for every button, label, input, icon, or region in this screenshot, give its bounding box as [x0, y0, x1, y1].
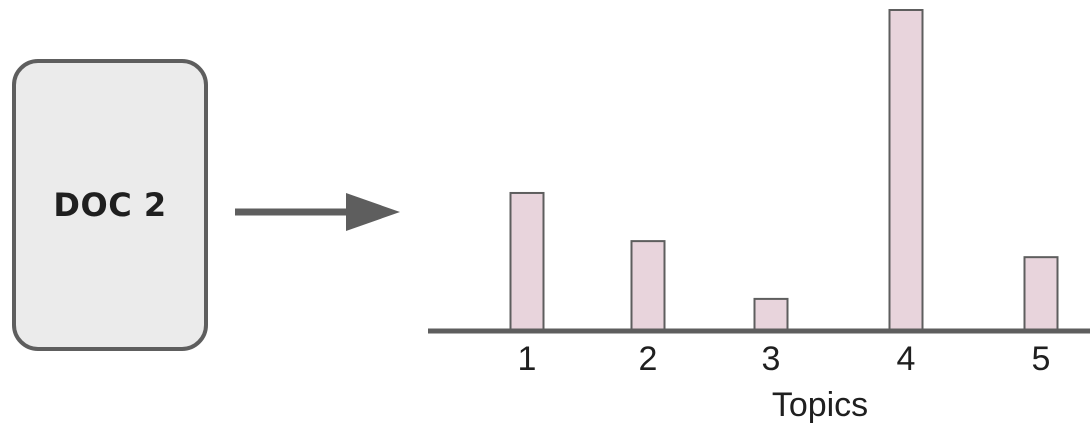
- bar-topic-1: [509, 191, 545, 332]
- bar-topic-2: [630, 240, 666, 332]
- arrow-head: [346, 193, 400, 231]
- chart-bars: [509, 9, 1059, 333]
- x-tick-label: 4: [897, 340, 916, 378]
- bar-topic-4: [888, 9, 924, 332]
- document-box: DOC 2: [12, 59, 208, 351]
- x-tick-label: 1: [518, 340, 537, 378]
- x-tick-label: 2: [639, 340, 658, 378]
- x-tick-label: 3: [762, 340, 781, 378]
- x-tick-labels: 1 2 3 4 5: [518, 340, 1051, 378]
- document-label: DOC 2: [53, 186, 167, 224]
- bar-topic-3: [753, 297, 789, 332]
- arrow-right-icon: [235, 193, 400, 231]
- bar-topic-5: [1023, 256, 1059, 333]
- x-axis-title: Topics: [772, 386, 868, 424]
- x-tick-label: 5: [1032, 340, 1051, 378]
